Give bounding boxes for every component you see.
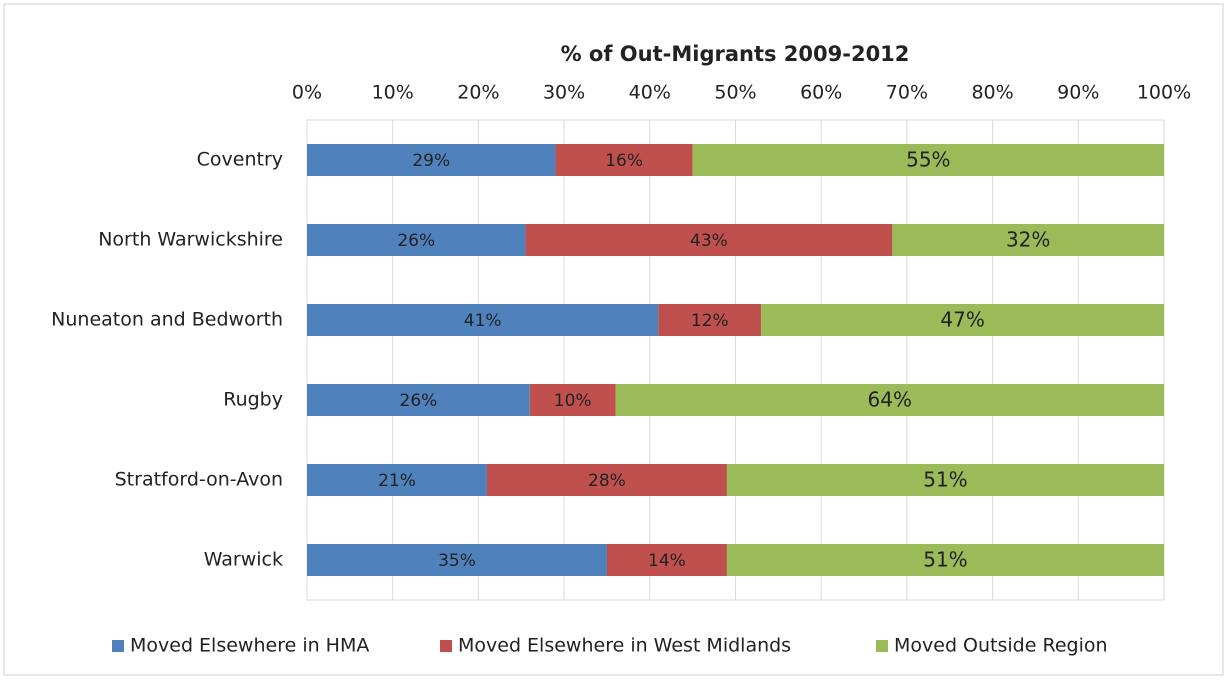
data-label: 64% [868, 388, 912, 412]
legend-label: Moved Elsewhere in HMA [130, 635, 369, 657]
bar-segment [606, 544, 727, 576]
data-label: 10% [554, 391, 592, 411]
bar-segment [615, 384, 1164, 416]
x-tick-label: 30% [543, 82, 585, 104]
data-label: 16% [605, 151, 643, 171]
data-label: 26% [400, 391, 438, 411]
data-label: 51% [923, 548, 967, 572]
y-tick-label: North Warwickshire [98, 229, 283, 251]
y-tick-label: Rugby [223, 389, 283, 411]
x-tick-label: 60% [800, 82, 842, 104]
bar-segment [726, 464, 1164, 496]
data-label: 21% [378, 471, 416, 491]
bar-segment [307, 544, 607, 576]
x-tick-label: 90% [1057, 82, 1099, 104]
bar-segment [892, 224, 1164, 256]
bar-segment [658, 304, 762, 336]
bar-segment [307, 464, 487, 496]
bar-segment [555, 144, 693, 176]
x-tick-label: 20% [457, 82, 499, 104]
data-label: 14% [648, 551, 686, 571]
legend-label: Moved Elsewhere in West Midlands [458, 635, 791, 657]
x-tick-label: 50% [714, 82, 756, 104]
bar-segment [307, 224, 526, 256]
bar-segment [307, 384, 530, 416]
data-label: 32% [1006, 228, 1050, 252]
legend-swatch [876, 640, 888, 652]
bar-segment [529, 384, 616, 416]
legend-swatch [112, 640, 124, 652]
bar-segment [692, 144, 1164, 176]
x-tick-label: 100% [1137, 82, 1191, 104]
data-label: 47% [940, 308, 984, 332]
x-tick-label: 10% [372, 82, 414, 104]
y-tick-label: Warwick [204, 549, 283, 571]
chart-title: % of Out-Migrants 2009-2012 [561, 42, 910, 66]
bar-segment [307, 304, 659, 336]
data-label: 35% [438, 551, 476, 571]
data-label: 43% [690, 231, 728, 251]
bar-segment [307, 144, 556, 176]
x-tick-label: 70% [886, 82, 928, 104]
data-label: 26% [397, 231, 435, 251]
plot-border [306, 119, 1165, 601]
bar-segment [486, 464, 727, 496]
bar-segment [525, 224, 893, 256]
bar-segment [726, 544, 1164, 576]
legend-label: Moved Outside Region [894, 635, 1108, 657]
data-label: 41% [464, 311, 502, 331]
y-tick-label: Stratford-on-Avon [115, 469, 283, 491]
data-label: 51% [923, 468, 967, 492]
x-tick-label: 80% [971, 82, 1013, 104]
y-tick-label: Nuneaton and Bedworth [51, 309, 283, 331]
data-label: 12% [691, 311, 729, 331]
data-label: 55% [906, 148, 950, 172]
data-label: 29% [412, 151, 450, 171]
legend-swatch [440, 640, 452, 652]
y-tick-label: Coventry [197, 149, 283, 171]
x-tick-label: 40% [629, 82, 671, 104]
data-label: 28% [588, 471, 626, 491]
x-tick-label: 0% [292, 82, 322, 104]
bar-segment [761, 304, 1164, 336]
